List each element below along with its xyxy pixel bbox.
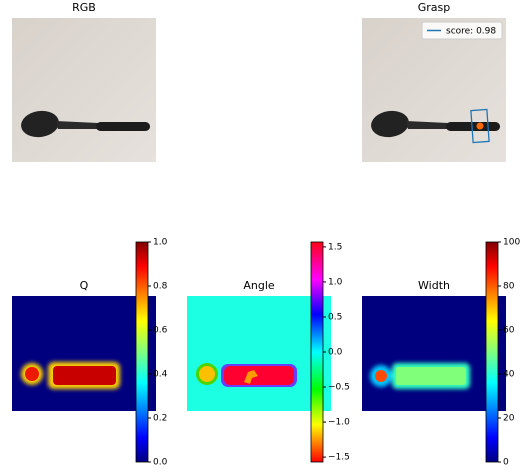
colorbar-tick-label: 1.5 <box>328 242 342 252</box>
colorbar-tick-label: 1.0 <box>328 277 343 287</box>
colorbar-tick-label: 0.5 <box>328 312 342 322</box>
colorbar <box>310 241 324 463</box>
colorbar-tick-label: −0.5 <box>328 383 350 393</box>
angle-image <box>187 296 331 411</box>
colorbar-tick-label: −1.0 <box>328 418 350 428</box>
colorbar-tick-label: 0.6 <box>153 326 168 336</box>
legend-box <box>421 21 503 40</box>
colorbar-tick-label: 40 <box>503 370 515 380</box>
legend-label: score: 0.98 <box>446 27 496 37</box>
panel-title: Width <box>418 279 450 292</box>
colorbar-tick-label: 80 <box>503 282 515 292</box>
colorbar-tick-label: 0.4 <box>153 370 168 380</box>
colorbar-tick-label: 60 <box>503 326 515 336</box>
panel-title: Grasp <box>418 1 451 14</box>
panel-title: Q <box>80 279 89 292</box>
colorbar-tick-label: 0 <box>503 458 509 468</box>
width-image <box>362 296 506 411</box>
colorbar-tick-label: 100 <box>503 238 520 248</box>
colorbar <box>485 241 499 463</box>
rgb-image <box>12 18 156 162</box>
grasp-image <box>362 18 506 162</box>
colorbar-tick-label: 0.0 <box>153 458 168 468</box>
colorbar-tick-label: 0.0 <box>328 348 343 358</box>
colorbar-tick-label: 0.2 <box>153 414 167 424</box>
colorbar-tick-label: 0.8 <box>153 282 168 292</box>
colorbar-tick-label: 1.0 <box>153 238 168 248</box>
q-image <box>12 296 156 411</box>
colorbar-tick-label: 20 <box>503 414 515 424</box>
colorbar-tick-label: −1.5 <box>328 453 350 463</box>
panel-title: RGB <box>72 1 96 14</box>
panel-title: Angle <box>243 279 275 292</box>
colorbar <box>135 241 149 463</box>
